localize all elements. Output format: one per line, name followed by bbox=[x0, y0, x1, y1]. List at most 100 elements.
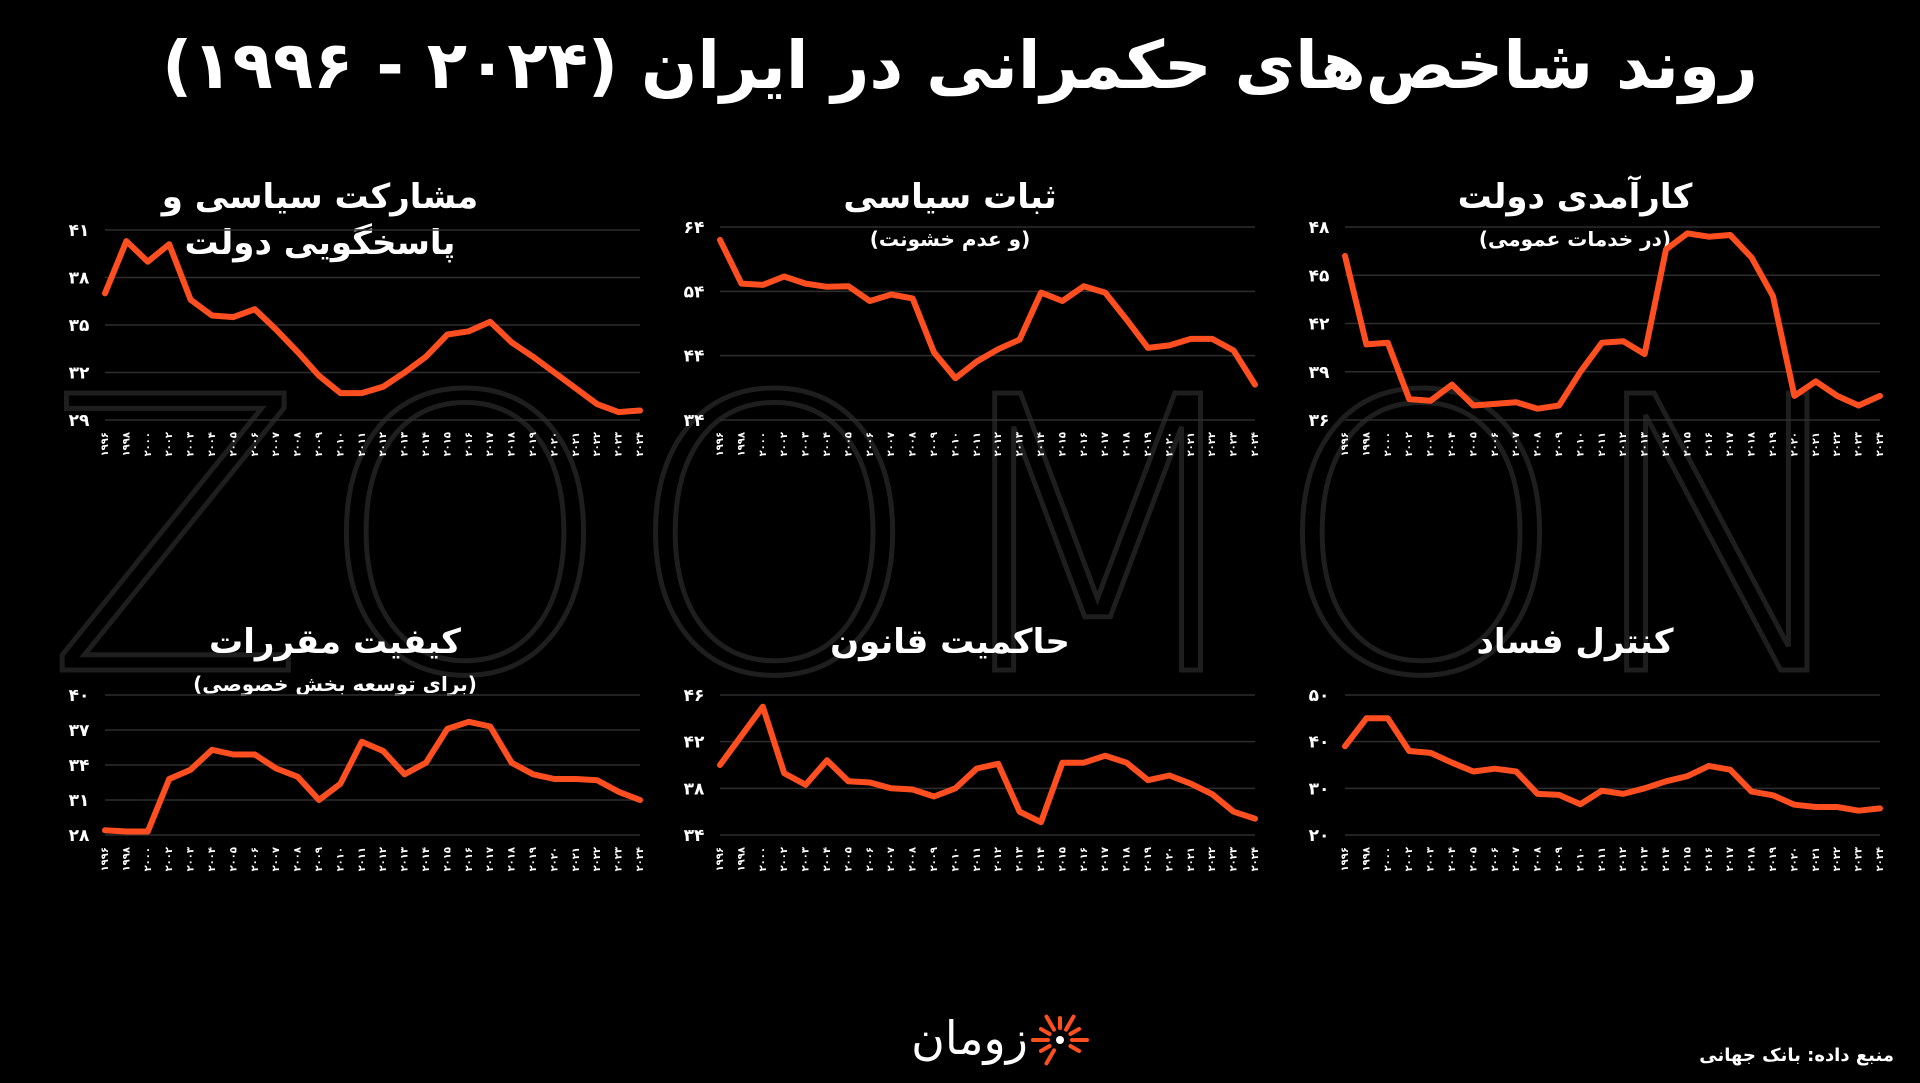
x-tick-label: ۲۰۰۹ bbox=[314, 847, 325, 871]
x-tick-label: ۲۰۰۸ bbox=[293, 432, 304, 456]
x-tick-label: ۲۰۰۶ bbox=[1490, 432, 1501, 456]
x-tick-label: ۲۰۱۱ bbox=[1597, 432, 1608, 456]
x-tick-label: ۲۰۱۳ bbox=[400, 847, 411, 871]
chart-subtitle: (برای توسعه بخش خصوصی) bbox=[193, 672, 477, 696]
logo-text: زومان bbox=[911, 1011, 1028, 1065]
x-tick-label: ۲۰۱۲ bbox=[378, 847, 389, 871]
x-tick-label: ۲۰۰۷ bbox=[271, 847, 282, 871]
x-tick-label: ۲۰۰۳ bbox=[186, 847, 197, 871]
x-tick-label: ۲۰۱۲ bbox=[993, 847, 1004, 871]
x-tick-label: ۲۰۰۴ bbox=[207, 432, 218, 456]
series-line bbox=[717, 703, 1258, 826]
series-line bbox=[1342, 230, 1883, 412]
x-tick-label: ۱۹۹۸ bbox=[1361, 432, 1372, 456]
x-tick-label: ۲۰۰۸ bbox=[908, 432, 919, 456]
y-tick-label: ۳۸ bbox=[69, 269, 90, 289]
y-tick-label: ۳۷ bbox=[69, 721, 90, 741]
x-tick-label: ۲۰۲۱ bbox=[571, 847, 582, 871]
x-tick-label: ۲۰۰۷ bbox=[1511, 847, 1522, 871]
series-line bbox=[717, 236, 1258, 388]
x-tick-label: ۲۰۱۵ bbox=[442, 847, 453, 871]
y-tick-label: ۳۱ bbox=[69, 791, 90, 811]
x-tick-label: ۱۹۹۸ bbox=[1361, 847, 1372, 871]
x-tick-label: ۲۰۲۴ bbox=[635, 432, 646, 456]
x-tick-label: ۲۰۰۲ bbox=[164, 432, 175, 456]
x-tick-label: ۲۰۰۵ bbox=[1468, 432, 1479, 456]
x-tick-label: ۲۰۰۶ bbox=[1490, 847, 1501, 871]
x-tick-label: ۲۰۰۹ bbox=[1554, 847, 1565, 871]
y-tick-label: ۵۰ bbox=[1309, 686, 1330, 706]
x-tick-label: ۲۰۰۵ bbox=[843, 847, 854, 871]
x-tick-label: ۲۰۲۴ bbox=[1875, 847, 1886, 871]
chart-panel-control-of-corruption: کنترل فساد ۲۰ ۳۰ ۴۰ ۵۰ ۱۹۹۶ ۱۹۹۸ ۲۰۰۰ ۲۰۰۲ ۲۰۰۳ ۲… bbox=[1295, 620, 1886, 1060]
series-line bbox=[102, 238, 643, 416]
x-tick-label: ۲۰۲۰ bbox=[549, 432, 560, 456]
chart-panel-government-effectiveness: کارآمدی دولت (در خدمات عمومی) ۳۶ ۳۹ ۴۲ ۴۵ ۴۸… bbox=[1295, 175, 1886, 615]
x-tick-label: ۲۰۰۶ bbox=[865, 847, 876, 871]
x-tick-label: ۲۰۰۴ bbox=[822, 432, 833, 456]
x-tick-label: ۲۰۱۱ bbox=[357, 432, 368, 456]
x-tick-label: ۲۰۱۴ bbox=[1661, 847, 1672, 871]
y-tick-label: ۳۸ bbox=[684, 779, 705, 799]
y-tick-label: ۳۴ bbox=[684, 411, 705, 431]
x-tick-label: ۲۰۰۴ bbox=[1447, 847, 1458, 871]
x-tick-label: ۲۰۲۱ bbox=[571, 432, 582, 456]
x-tick-label: ۲۰۱۷ bbox=[1725, 432, 1736, 456]
x-tick-label: ۲۰۱۳ bbox=[1640, 847, 1651, 871]
x-tick-label: ۲۰۰۴ bbox=[1447, 432, 1458, 456]
logo-ray bbox=[1068, 1027, 1082, 1036]
x-tick-label: ۲۰۰۷ bbox=[886, 847, 897, 871]
x-tick-label: ۲۰۱۹ bbox=[528, 432, 539, 456]
x-tick-label: ۲۰۱۴ bbox=[1036, 847, 1047, 871]
x-tick-label: ۲۰۰۵ bbox=[228, 847, 239, 871]
x-tick-label: ۲۰۱۷ bbox=[485, 847, 496, 871]
x-tick-label: ۲۰۰۷ bbox=[1511, 432, 1522, 456]
x-tick-label: ۲۰۱۸ bbox=[507, 432, 518, 456]
x-tick-label: ۲۰۲۳ bbox=[1854, 847, 1865, 871]
x-tick-label: ۲۰۲۰ bbox=[549, 847, 560, 871]
x-tick-label: ۲۰۱۵ bbox=[1682, 432, 1693, 456]
y-tick-label: ۳۴ bbox=[684, 826, 705, 846]
x-tick-label: ۱۹۹۶ bbox=[715, 847, 726, 871]
x-tick-label: ۲۰۰۵ bbox=[1468, 847, 1479, 871]
watermark-text: ZOOMON bbox=[45, 317, 1875, 760]
x-tick-label: ۲۰۰۵ bbox=[843, 432, 854, 456]
logo-ray bbox=[1064, 1014, 1076, 1032]
x-tick-label: ۲۰۲۲ bbox=[592, 847, 603, 871]
x-tick-label: ۲۰۱۶ bbox=[464, 847, 475, 871]
x-tick-label: ۲۰۰۰ bbox=[1383, 432, 1394, 456]
x-tick-label: ۲۰۱۲ bbox=[1618, 432, 1629, 456]
y-tick-label: ۲۹ bbox=[69, 411, 90, 431]
chart-panel-rule-of-law: حاکمیت قانون ۳۴ ۳۸ ۴۲ ۴۶ ۱۹۹۶ ۱۹۹۸ ۲۰۰۰ ۲۰۰۲ ۲۰۰… bbox=[670, 620, 1261, 1060]
y-tick-label: ۴۶ bbox=[684, 686, 705, 706]
x-tick-label: ۲۰۲۱ bbox=[1186, 847, 1197, 871]
x-tick-label: ۲۰۱۰ bbox=[335, 432, 346, 456]
x-tick-label: ۲۰۲۰ bbox=[1164, 847, 1175, 871]
source-note: منبع داده: بانک جهانی bbox=[1699, 1045, 1894, 1066]
x-tick-label: ۲۰۱۸ bbox=[1747, 847, 1758, 871]
x-tick-label: ۲۰۱۵ bbox=[1057, 432, 1068, 456]
x-tick-label: ۲۰۰۰ bbox=[758, 432, 769, 456]
x-tick-label: ۲۰۰۶ bbox=[250, 432, 261, 456]
x-tick-label: ۲۰۱۶ bbox=[1704, 847, 1715, 871]
x-tick-label: ۲۰۱۸ bbox=[507, 847, 518, 871]
x-tick-label: ۲۰۱۴ bbox=[1036, 432, 1047, 456]
x-tick-label: ۲۰۲۱ bbox=[1811, 847, 1822, 871]
x-tick-label: ۲۰۱۸ bbox=[1747, 432, 1758, 456]
y-tick-label: ۳۶ bbox=[1309, 411, 1330, 431]
x-tick-label: ۲۰۱۰ bbox=[1575, 432, 1586, 456]
y-tick-label: ۴۲ bbox=[1309, 315, 1330, 335]
x-tick-label: ۲۰۱۹ bbox=[528, 847, 539, 871]
y-tick-label: ۳۵ bbox=[69, 316, 90, 336]
x-tick-label: ۲۰۱۵ bbox=[442, 432, 453, 456]
x-tick-label: ۲۰۱۱ bbox=[357, 847, 368, 871]
x-tick-label: ۲۰۱۹ bbox=[1143, 847, 1154, 871]
x-tick-label: ۲۰۰۰ bbox=[143, 432, 154, 456]
x-tick-label: ۲۰۱۲ bbox=[1618, 847, 1629, 871]
x-tick-label: ۲۰۰۸ bbox=[908, 847, 919, 871]
x-tick-label: ۲۰۲۰ bbox=[1789, 847, 1800, 871]
x-tick-label: ۲۰۱۱ bbox=[1597, 847, 1608, 871]
logo-ray bbox=[1044, 1048, 1056, 1066]
x-tick-label: ۲۰۰۶ bbox=[865, 432, 876, 456]
